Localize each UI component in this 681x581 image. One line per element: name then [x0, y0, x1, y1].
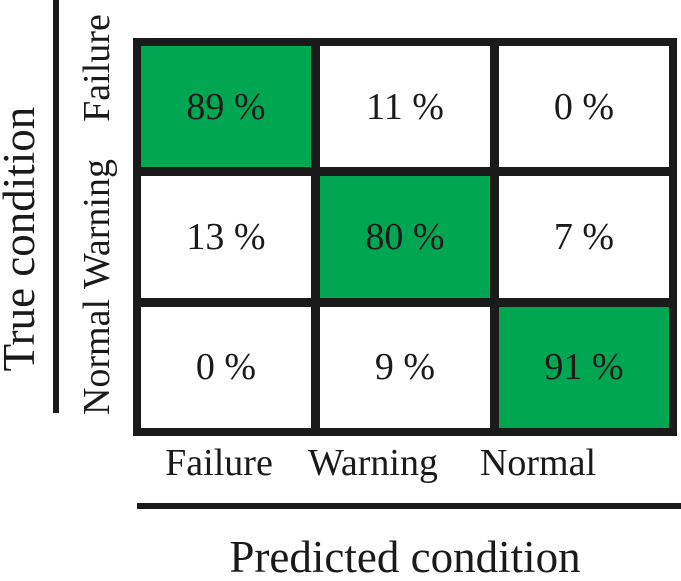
matrix-cell-true-warning-pred-failure: 13 % — [141, 176, 311, 298]
y-axis-line — [53, 0, 59, 413]
matrix-cell-true-warning-pred-warning: 80 % — [320, 176, 490, 298]
x-axis-line — [137, 503, 681, 509]
x-tick-label-warning: Warning — [308, 442, 438, 484]
y-tick-label-failure: Failure — [76, 14, 118, 122]
x-tick-label-failure: Failure — [165, 442, 273, 484]
matrix-cell-true-failure-pred-normal: 0 % — [499, 46, 669, 168]
matrix-cell-true-warning-pred-normal: 7 % — [499, 176, 669, 298]
x-tick-label-normal: Normal — [479, 442, 597, 484]
matrix-cell-true-normal-pred-failure: 0 % — [141, 306, 311, 428]
matrix-cell-true-failure-pred-failure: 89 % — [141, 46, 311, 168]
matrix-cell-true-failure-pred-warning: 11 % — [320, 46, 490, 168]
x-axis-title: Predicted condition — [229, 532, 581, 581]
matrix-cell-true-normal-pred-normal: 91 % — [499, 306, 669, 428]
y-axis-title: True condition — [0, 106, 44, 372]
matrix-cell-true-normal-pred-warning: 9 % — [320, 306, 490, 428]
matrix-grid: 89 % 11 % 0 % 13 % 80 % 7 % 0 % 9 % 91 % — [133, 38, 677, 436]
y-tick-label-normal: Normal — [76, 298, 118, 416]
